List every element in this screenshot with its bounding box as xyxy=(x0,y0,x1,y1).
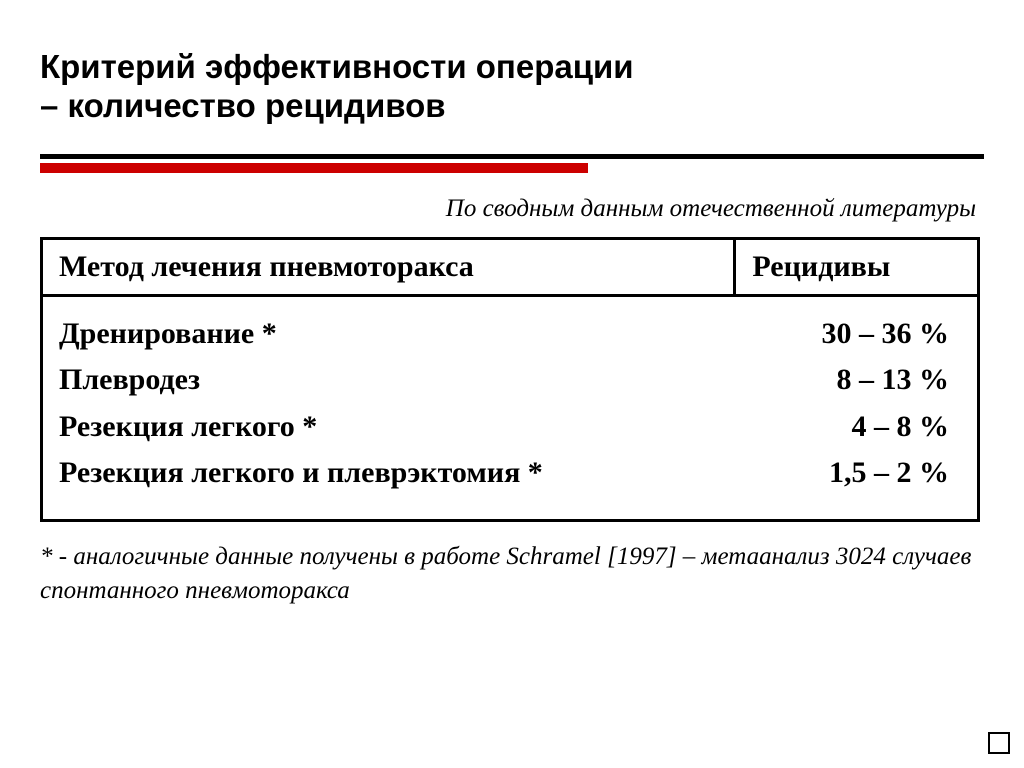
divider-thick-red xyxy=(40,163,588,173)
method-cell: Плевродез xyxy=(59,357,200,404)
title-line-1: Критерий эффективности операции xyxy=(40,48,634,85)
slide-title: Критерий эффективности операции – количе… xyxy=(40,48,984,126)
title-line-2: – количество рецидивов xyxy=(40,87,446,124)
table-row: Дренирование * 30 – 36 % xyxy=(59,311,961,358)
header-value: Рецидивы xyxy=(735,238,979,295)
method-cell: Дренирование * xyxy=(59,311,277,358)
table-header-row: Метод лечения пневмоторакса Рецидивы xyxy=(42,238,979,295)
corner-box-icon xyxy=(988,732,1010,754)
table-body-cell: Дренирование * 30 – 36 % Плевродез 8 – 1… xyxy=(42,295,979,520)
slide: Критерий эффективности операции – количе… xyxy=(0,0,1024,768)
subtitle: По сводным данным отечественной литерату… xyxy=(40,195,984,223)
table-row: Плевродез 8 – 13 % xyxy=(59,357,961,404)
value-cell: 30 – 36 % xyxy=(822,311,962,358)
method-cell: Резекция легкого и плеврэктомия * xyxy=(59,450,543,497)
table-body-row: Дренирование * 30 – 36 % Плевродез 8 – 1… xyxy=(42,295,979,520)
header-method: Метод лечения пневмоторакса xyxy=(42,238,735,295)
footnote: * - аналогичные данные получены в работе… xyxy=(40,540,984,608)
value-cell: 4 – 8 % xyxy=(852,404,962,451)
recurrence-table: Метод лечения пневмоторакса Рецидивы Дре… xyxy=(40,237,980,522)
table-row: Резекция легкого * 4 – 8 % xyxy=(59,404,961,451)
value-cell: 1,5 – 2 % xyxy=(829,450,961,497)
divider-thin-black xyxy=(40,154,984,159)
divider xyxy=(40,154,984,173)
value-cell: 8 – 13 % xyxy=(837,357,962,404)
table-row: Резекция легкого и плеврэктомия * 1,5 – … xyxy=(59,450,961,497)
method-cell: Резекция легкого * xyxy=(59,404,317,451)
